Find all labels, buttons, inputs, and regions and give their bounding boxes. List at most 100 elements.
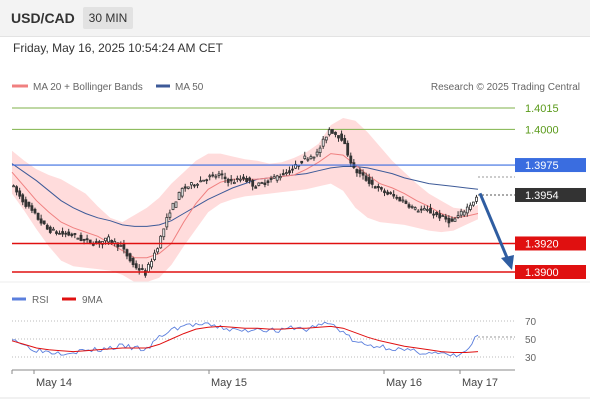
candle <box>395 196 399 199</box>
candle <box>137 268 141 271</box>
candle <box>70 233 74 237</box>
candle <box>459 210 463 216</box>
candle <box>303 155 307 160</box>
candle <box>383 190 386 194</box>
candle <box>104 237 107 242</box>
candle <box>39 218 43 224</box>
candle <box>153 252 157 261</box>
candle <box>254 186 258 189</box>
candle <box>309 156 313 160</box>
timeframe-button[interactable]: 30 MIN <box>83 7 133 29</box>
candle <box>217 173 221 176</box>
candle <box>260 182 264 185</box>
current-price-tag <box>515 187 586 202</box>
candle <box>183 186 187 189</box>
ma50-line <box>11 163 479 227</box>
candle <box>64 232 68 235</box>
candle <box>162 228 166 238</box>
ma50-legend-label: MA 50 <box>175 82 204 93</box>
candle <box>36 212 40 220</box>
candle <box>82 238 86 241</box>
rsi-ma-line <box>11 325 479 353</box>
candle <box>450 218 454 222</box>
candle <box>291 168 294 171</box>
candle <box>358 169 362 174</box>
candle <box>407 204 411 208</box>
candle <box>281 173 285 176</box>
candle <box>315 151 319 156</box>
candle <box>208 175 212 178</box>
candle <box>266 180 270 183</box>
candle <box>419 208 423 211</box>
symbol-title: USD/CAD <box>11 10 75 26</box>
candle <box>88 239 92 244</box>
candle <box>312 156 316 159</box>
candle <box>91 243 95 246</box>
candle <box>229 178 233 182</box>
candle <box>242 176 245 180</box>
rsi-level-label-30: 30 <box>525 353 537 364</box>
candle <box>196 183 199 186</box>
candle <box>410 205 414 208</box>
candle <box>327 129 331 136</box>
candle <box>235 178 239 180</box>
candle <box>370 179 374 185</box>
candle <box>416 210 420 213</box>
candle <box>465 206 469 214</box>
x-tick-label: May 15 <box>211 377 247 389</box>
candle <box>205 179 209 182</box>
candle <box>306 158 310 161</box>
candle <box>275 175 279 181</box>
candle <box>376 185 380 189</box>
candle <box>263 182 267 186</box>
candle <box>226 178 230 183</box>
candle <box>248 177 252 181</box>
candle <box>189 182 193 186</box>
candle <box>165 217 169 228</box>
header-bar: USD/CAD 30 MIN <box>0 0 590 37</box>
x-tick-label: May 17 <box>462 377 498 389</box>
x-tick-label: May 14 <box>36 377 72 389</box>
candle <box>324 136 328 141</box>
candle <box>343 137 347 145</box>
candle <box>42 220 46 225</box>
candle <box>245 177 249 182</box>
candle <box>238 178 242 181</box>
candle <box>220 173 224 176</box>
candle <box>330 128 334 134</box>
candle <box>334 131 337 135</box>
level-tag-1.3900 <box>515 265 586 279</box>
candle <box>85 238 89 241</box>
candle <box>288 170 291 174</box>
candle <box>134 263 138 269</box>
candle <box>146 263 150 273</box>
candle <box>214 175 218 178</box>
level-label-1.4015: 1.4015 <box>525 103 559 115</box>
candle <box>404 200 408 204</box>
candle <box>110 239 114 243</box>
current-price-label: 1.3954 <box>525 190 559 202</box>
candle <box>355 169 359 174</box>
candle <box>55 231 58 234</box>
candle <box>202 179 206 182</box>
level-label-1.3900: 1.3900 <box>525 267 559 279</box>
candle <box>340 133 344 141</box>
rsi-legend-label: RSI <box>32 295 49 306</box>
candle <box>48 226 52 233</box>
candle <box>174 201 178 208</box>
candle <box>425 209 429 211</box>
candle <box>223 176 227 180</box>
candle <box>67 231 71 236</box>
candle <box>422 208 426 211</box>
candle <box>444 216 448 220</box>
candle <box>61 231 64 235</box>
level-label-1.4000: 1.4000 <box>525 124 559 136</box>
candle <box>321 138 325 147</box>
candle <box>52 228 55 231</box>
candle <box>441 215 445 218</box>
candle <box>401 199 405 202</box>
candle <box>373 186 377 189</box>
candle <box>79 234 83 242</box>
candle <box>150 261 153 268</box>
